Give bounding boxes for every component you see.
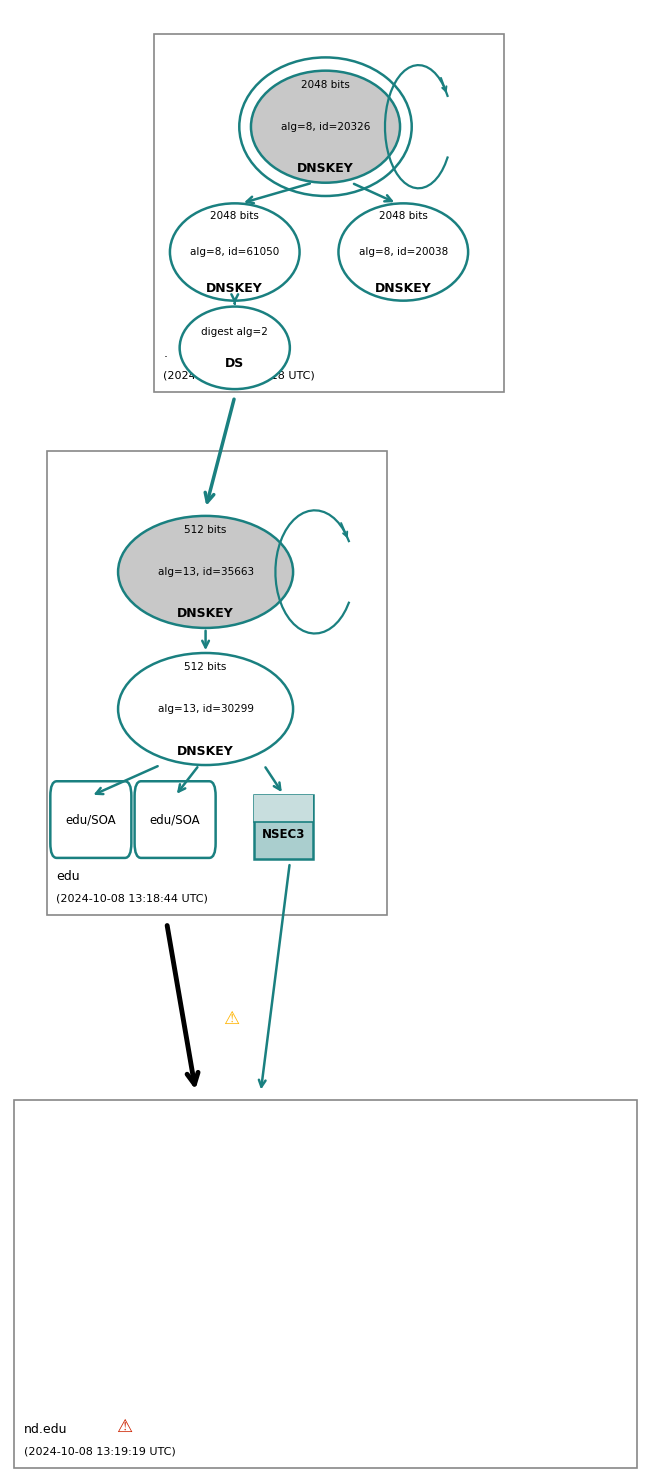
Text: 512 bits: 512 bits	[184, 662, 227, 672]
Text: DNSKEY: DNSKEY	[297, 162, 354, 176]
Text: 2048 bits: 2048 bits	[379, 211, 428, 220]
Text: alg=8, id=20326: alg=8, id=20326	[281, 121, 370, 131]
Text: edu/SOA: edu/SOA	[66, 812, 116, 826]
Ellipse shape	[251, 71, 400, 183]
Text: (2024-10-08 13:19:19 UTC): (2024-10-08 13:19:19 UTC)	[24, 1446, 176, 1456]
Text: DNSKEY: DNSKEY	[375, 282, 432, 295]
Ellipse shape	[339, 204, 468, 301]
Text: 2048 bits: 2048 bits	[210, 211, 259, 220]
Text: alg=8, id=20038: alg=8, id=20038	[359, 247, 448, 257]
Bar	[154, 34, 504, 391]
Text: DNSKEY: DNSKEY	[177, 744, 234, 758]
Text: nd.edu: nd.edu	[24, 1422, 68, 1436]
Text: DNSKEY: DNSKEY	[206, 282, 263, 295]
Ellipse shape	[118, 515, 293, 628]
Text: .: .	[163, 347, 167, 359]
Text: DS: DS	[225, 357, 244, 369]
FancyBboxPatch shape	[50, 781, 132, 858]
Text: ⚠: ⚠	[117, 1418, 133, 1436]
Text: 512 bits: 512 bits	[184, 524, 227, 535]
Text: alg=13, id=30299: alg=13, id=30299	[158, 705, 254, 713]
Text: (2024-10-08 13:18:44 UTC): (2024-10-08 13:18:44 UTC)	[57, 894, 208, 904]
Ellipse shape	[180, 307, 290, 388]
FancyBboxPatch shape	[135, 781, 215, 858]
Text: DNSKEY: DNSKEY	[177, 607, 234, 620]
Text: alg=8, id=61050: alg=8, id=61050	[190, 247, 279, 257]
Text: 2048 bits: 2048 bits	[301, 80, 350, 90]
Text: NSEC3: NSEC3	[262, 829, 305, 842]
Bar	[47, 450, 387, 916]
Text: alg=13, id=35663: alg=13, id=35663	[158, 567, 254, 578]
Text: edu/SOA: edu/SOA	[150, 812, 201, 826]
Bar	[254, 795, 312, 860]
Text: edu: edu	[57, 870, 80, 883]
Text: digest alg=2: digest alg=2	[201, 328, 268, 337]
Text: ⚠: ⚠	[223, 1010, 240, 1028]
Ellipse shape	[118, 653, 293, 765]
Bar	[254, 795, 312, 821]
Text: (2024-10-08 10:26:18 UTC): (2024-10-08 10:26:18 UTC)	[163, 371, 315, 380]
Bar	[14, 1100, 637, 1468]
Ellipse shape	[170, 204, 299, 301]
